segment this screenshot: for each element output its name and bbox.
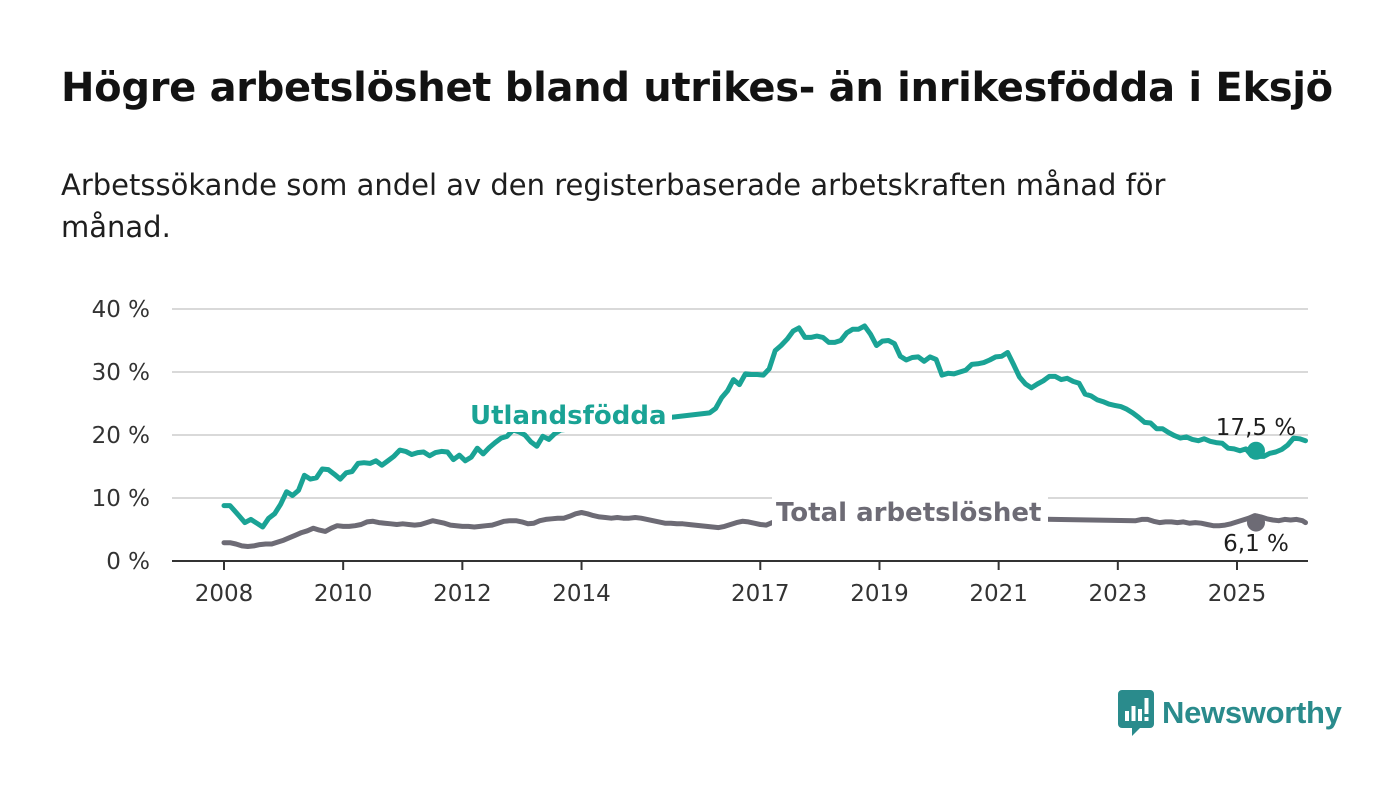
x-tick-label: 2010 bbox=[314, 581, 373, 607]
series-label-total: Total arbetslöshet bbox=[776, 498, 1041, 528]
series-label-background-utlandsfodda bbox=[466, 398, 672, 432]
x-tick-label: 2017 bbox=[731, 581, 790, 607]
y-tick-label: 30 % bbox=[92, 360, 150, 386]
bar-chart-speech-bubble-icon bbox=[1118, 690, 1154, 736]
series-labels: Utlandsfödda Total arbetslöshet bbox=[466, 398, 1048, 530]
x-tick-label: 2025 bbox=[1208, 581, 1267, 607]
y-tick-label: 0 % bbox=[106, 549, 150, 575]
x-tick-label: 2008 bbox=[195, 581, 254, 607]
y-tick-label: 20 % bbox=[92, 423, 150, 449]
y-tick-label: 40 % bbox=[92, 297, 150, 323]
end-dot-total bbox=[1247, 513, 1265, 532]
chart-subtitle: Arbetssökande som andel av den registerb… bbox=[61, 168, 1166, 244]
y-axis-ticks: 0 % 10 % 20 % 30 % 40 % bbox=[92, 297, 150, 575]
x-tick-label: 2019 bbox=[850, 581, 909, 607]
series-label-utlandsfodda: Utlandsfödda bbox=[470, 401, 667, 431]
x-tick-label: 2023 bbox=[1089, 581, 1148, 607]
series-line-total bbox=[221, 510, 1308, 549]
series-lines bbox=[221, 323, 1308, 549]
y-tick-label: 10 % bbox=[92, 486, 150, 512]
x-tick-label: 2021 bbox=[969, 581, 1028, 607]
series-label-background-total bbox=[772, 494, 1048, 530]
chart-title: Högre arbetslöshet bland utrikes- än inr… bbox=[61, 65, 1333, 111]
brand-name: Newsworthy bbox=[1162, 695, 1342, 730]
end-dot-utlandsfodda bbox=[1247, 441, 1265, 460]
end-markers: 17,5 % 6,1 % bbox=[1216, 415, 1296, 557]
series-line-utlandsfodda bbox=[221, 323, 1308, 530]
end-label-utlandsfodda: 17,5 % bbox=[1216, 415, 1296, 441]
x-tick-label: 2012 bbox=[433, 581, 492, 607]
x-tick-label: 2014 bbox=[552, 581, 611, 607]
end-label-total: 6,1 % bbox=[1223, 531, 1289, 557]
newsworthy-logo: Newsworthy bbox=[1118, 690, 1342, 736]
x-axis-ticks: 2008 2010 2012 2014 2017 2019 2021 2023 2025 bbox=[195, 561, 1267, 607]
